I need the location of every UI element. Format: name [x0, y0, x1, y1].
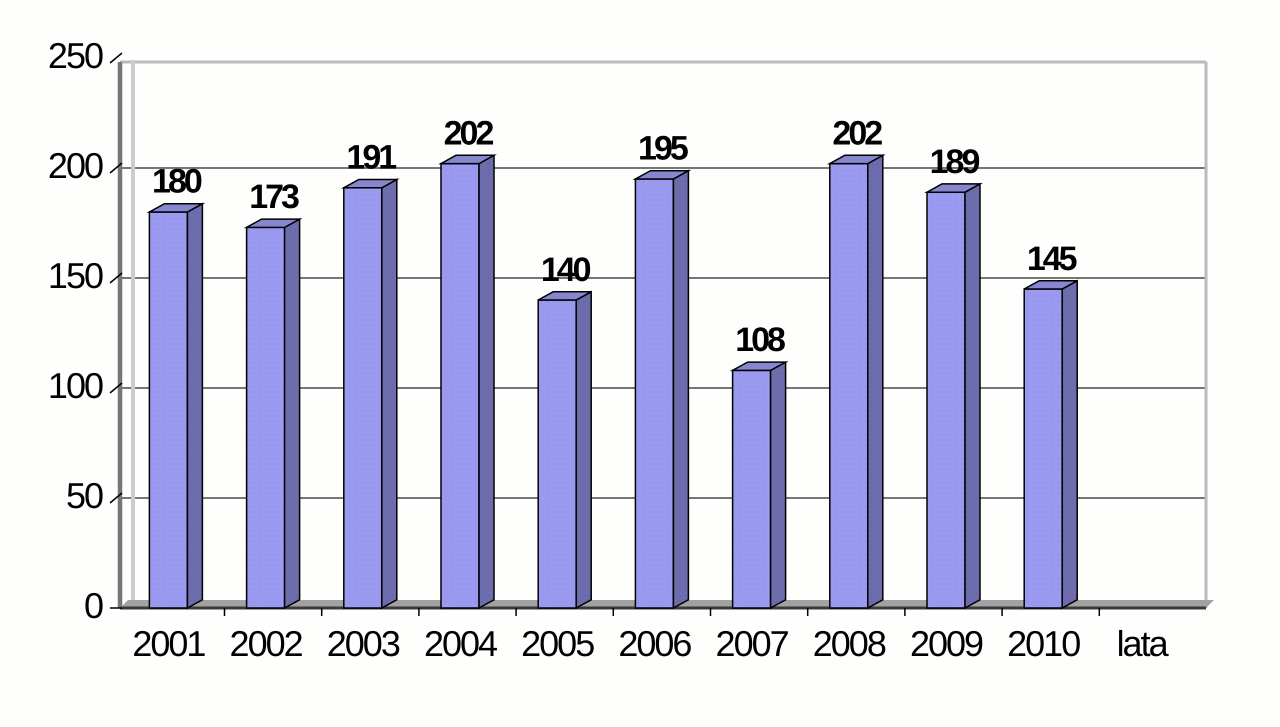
svg-text:2002: 2002: [230, 623, 303, 664]
svg-text:108: 108: [735, 321, 785, 359]
svg-text:lata: lata: [1117, 623, 1170, 664]
svg-text:2007: 2007: [716, 623, 789, 664]
svg-text:180: 180: [152, 163, 202, 201]
svg-text:2004: 2004: [424, 623, 497, 664]
svg-text:250: 250: [48, 35, 103, 76]
svg-text:50: 50: [66, 475, 103, 516]
svg-text:189: 189: [930, 143, 980, 181]
svg-text:0: 0: [84, 585, 103, 626]
svg-text:2005: 2005: [521, 623, 594, 664]
svg-text:2001: 2001: [132, 623, 205, 664]
svg-text:173: 173: [249, 178, 299, 216]
svg-text:202: 202: [832, 114, 882, 152]
svg-text:191: 191: [346, 139, 396, 177]
svg-text:140: 140: [541, 251, 591, 289]
svg-text:200: 200: [48, 145, 103, 186]
svg-text:195: 195: [638, 130, 688, 168]
svg-text:2010: 2010: [1007, 623, 1080, 664]
svg-text:100: 100: [48, 365, 103, 406]
svg-text:150: 150: [48, 255, 103, 296]
svg-text:2003: 2003: [327, 623, 400, 664]
svg-text:2009: 2009: [910, 623, 983, 664]
svg-text:145: 145: [1027, 240, 1077, 278]
svg-text:2008: 2008: [813, 623, 886, 664]
svg-text:202: 202: [444, 114, 494, 152]
svg-text:2006: 2006: [618, 623, 691, 664]
